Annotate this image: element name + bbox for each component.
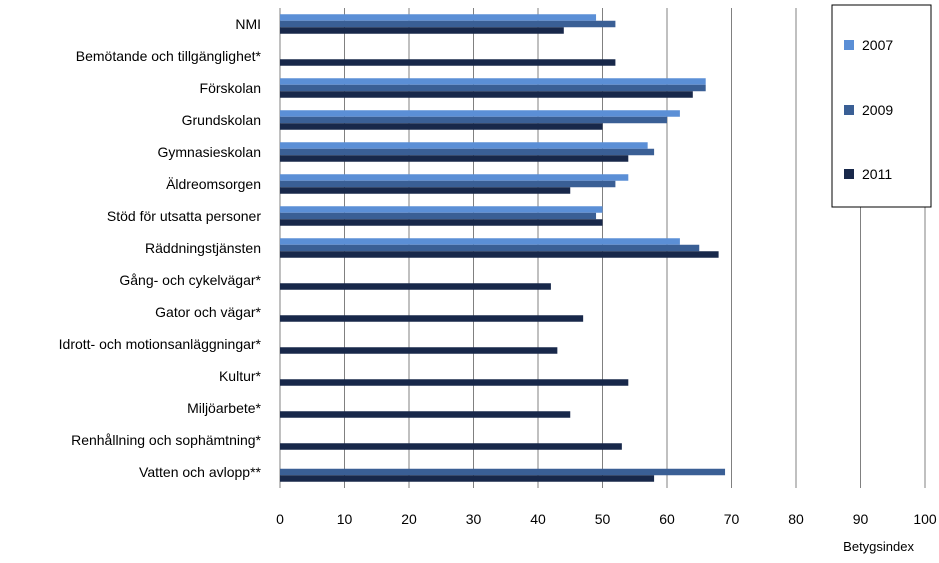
category-label: Kultur* — [219, 368, 262, 384]
bar-2011 — [280, 59, 616, 66]
bar-2011 — [280, 91, 693, 98]
category-label: Bemötande och tillgänglighet* — [76, 48, 262, 64]
bar-2007 — [280, 174, 629, 181]
x-tick-label: 10 — [337, 511, 353, 527]
bar-2011 — [280, 411, 571, 418]
legend-label: 2009 — [862, 102, 893, 118]
category-label: Idrott- och motionsanläggningar* — [59, 336, 262, 352]
category-label: Vatten och avlopp** — [139, 464, 261, 480]
category-label: NMI — [235, 16, 261, 32]
bar-2009 — [280, 468, 726, 476]
bar-2009 — [280, 20, 616, 28]
x-tick-label: 90 — [853, 511, 869, 527]
category-label: Gymnasieskolan — [158, 144, 262, 160]
legend-swatch — [844, 40, 854, 50]
category-label: Miljöarbete* — [187, 400, 261, 416]
bar-2007 — [280, 110, 680, 117]
category-label: Förskolan — [200, 80, 261, 96]
bar-2011 — [280, 155, 629, 162]
bar-2009 — [280, 148, 655, 156]
x-tick-label: 70 — [724, 511, 740, 527]
x-tick-label: 20 — [401, 511, 417, 527]
bar-2011 — [280, 475, 655, 482]
bar-2011 — [280, 315, 584, 322]
x-tick-label: 40 — [530, 511, 546, 527]
bar-2009 — [280, 244, 700, 252]
bar-2007 — [280, 206, 603, 213]
bar-2011 — [280, 347, 558, 354]
bar-2007 — [280, 78, 706, 85]
bar-2009 — [280, 180, 616, 188]
legend-swatch — [844, 169, 854, 179]
x-tick-label: 100 — [913, 511, 937, 527]
x-tick-labels: 0 10 20 30 40 50 60 70 80 90 100 — [276, 511, 937, 527]
legend-label: 2007 — [862, 37, 893, 53]
x-tick-label: 60 — [659, 511, 675, 527]
legend: 2007 2009 2011 — [831, 4, 932, 208]
category-label: Äldreomsorgen — [166, 176, 261, 192]
bars — [280, 14, 726, 482]
x-axis-title: Betygsindex — [843, 539, 914, 554]
bar-2011 — [280, 219, 603, 226]
bar-2009 — [280, 84, 706, 92]
x-tick-label: 0 — [276, 511, 284, 527]
category-label: Stöd för utsatta personer — [107, 208, 261, 224]
category-label: Gator och vägar* — [155, 304, 261, 320]
x-tick-label: 50 — [595, 511, 611, 527]
legend-swatch — [844, 105, 854, 115]
category-labels: NMI Bemötande och tillgänglighet* Förskola… — [59, 16, 262, 480]
bar-2007 — [280, 142, 648, 149]
bar-2009 — [280, 116, 667, 124]
bar-2009 — [280, 212, 597, 220]
bar-2011 — [280, 27, 564, 34]
x-tick-label: 80 — [788, 511, 804, 527]
legend-label: 2011 — [862, 166, 892, 182]
category-label: Renhållning och sophämtning* — [71, 432, 261, 448]
bar-2011 — [280, 123, 603, 130]
bar-2007 — [280, 14, 597, 21]
bar-2007 — [280, 238, 680, 245]
x-tick-label: 30 — [466, 511, 482, 527]
category-label: Grundskolan — [182, 112, 261, 128]
category-label: Gång- och cykelvägar* — [119, 272, 261, 288]
category-label: Räddningstjänsten — [145, 240, 261, 256]
bar-2011 — [280, 443, 622, 450]
bar-2011 — [280, 187, 571, 194]
bar-2011 — [280, 379, 629, 386]
bar-2011 — [280, 283, 551, 290]
bar-2011 — [280, 251, 719, 258]
